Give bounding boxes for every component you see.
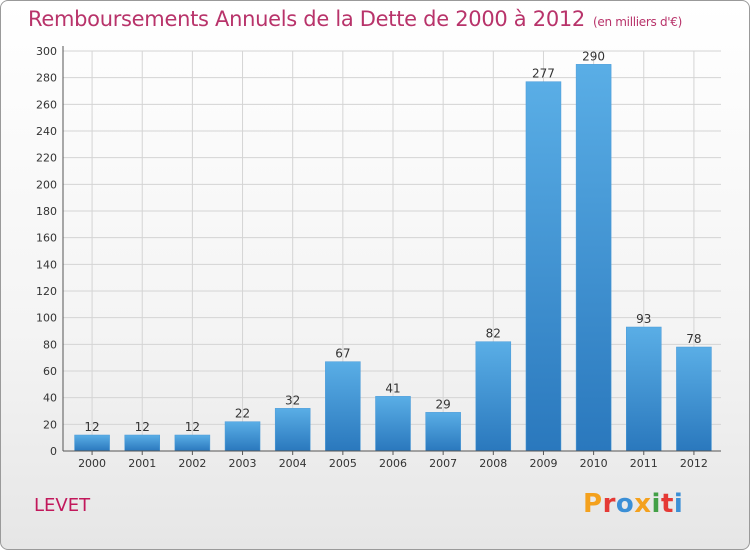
x-tick-label: 2011 [630, 457, 658, 470]
y-tick-label: 120 [36, 285, 57, 298]
logo-letter: t [660, 489, 674, 519]
bar-2007 [425, 412, 461, 452]
bar-value-label: 82 [486, 327, 501, 341]
y-tick-label: 0 [50, 445, 57, 458]
logo-letter: r [602, 489, 616, 519]
chart-title: Remboursements Annuels de la Dette de 20… [28, 7, 682, 31]
axes: 0 20 40 60 80 100 120 140 160 180 200 220 240 260 280 3… [36, 45, 721, 470]
logo-letter: o [615, 489, 635, 519]
title-unit: (en milliers d'€) [593, 15, 683, 29]
proxiti-logo: Proxiti [583, 489, 683, 519]
x-tick-label: 2002 [178, 457, 206, 470]
bar-2005 [325, 361, 361, 452]
bar-value-label: 93 [636, 312, 651, 326]
x-tick-label: 2010 [580, 457, 608, 470]
bar-value-label: 41 [385, 381, 400, 395]
logo-letter: i [651, 489, 661, 519]
bar-value-label: 277 [532, 67, 555, 81]
y-tick-label: 80 [43, 338, 57, 351]
bar-2010 [575, 64, 612, 452]
x-tick-label: 2006 [379, 457, 407, 470]
title-text: Remboursements Annuels de la Dette de 20… [28, 7, 585, 31]
y-tick-label: 220 [36, 152, 57, 165]
logo-letter: i [673, 489, 684, 519]
bar-value-label: 29 [436, 397, 451, 411]
bar-2000 [74, 434, 110, 452]
bar-value-label: 12 [135, 420, 150, 434]
bar-2009 [525, 81, 562, 452]
x-tick-label: 2000 [78, 457, 106, 470]
y-tick-label: 180 [36, 205, 57, 218]
logo-letter: x [634, 489, 652, 519]
x-tick-label: 2003 [229, 457, 257, 470]
bar-2012 [676, 346, 712, 452]
y-tick-label: 240 [36, 125, 57, 138]
y-tick-label: 160 [36, 232, 57, 245]
bar-value-label: 12 [84, 420, 99, 434]
y-tick-label: 260 [36, 98, 57, 111]
bar-2002 [174, 434, 211, 452]
y-tick-label: 100 [36, 312, 57, 325]
y-tick-label: 60 [43, 365, 57, 378]
bar-value-label: 67 [335, 347, 350, 361]
bar-value-label: 12 [185, 420, 200, 434]
x-tick-label: 2012 [680, 457, 708, 470]
x-tick-label: 2008 [479, 457, 507, 470]
bar-2011 [626, 326, 662, 452]
y-tick-label: 140 [36, 258, 57, 271]
bar-value-label: 290 [582, 49, 605, 63]
x-tick-label: 2009 [529, 457, 557, 470]
bar-2008 [475, 341, 512, 452]
city-name: LEVET [34, 495, 91, 516]
y-tick-label: 300 [36, 45, 57, 58]
x-tick-label: 2005 [329, 457, 357, 470]
y-tick-label: 20 [43, 418, 57, 431]
x-tick-label: 2004 [279, 457, 307, 470]
y-tick-label: 200 [36, 178, 57, 191]
y-tick-label: 280 [36, 72, 57, 85]
data-labels: 12 12 12 22 32 67 41 29 82 277 290 93 78 [84, 49, 701, 434]
bars [74, 64, 712, 452]
bar-2004 [274, 408, 311, 452]
y-tick-label: 40 [43, 392, 57, 405]
bar-2003 [224, 421, 261, 452]
x-tick-label: 2001 [128, 457, 156, 470]
bar-value-label: 22 [235, 407, 250, 421]
bar-2001 [124, 434, 160, 452]
logo-letter: P [583, 489, 603, 519]
bar-value-label: 32 [285, 393, 300, 407]
x-tick-label: 2007 [429, 457, 457, 470]
bar-value-label: 78 [686, 332, 701, 346]
bar-2006 [375, 396, 411, 452]
